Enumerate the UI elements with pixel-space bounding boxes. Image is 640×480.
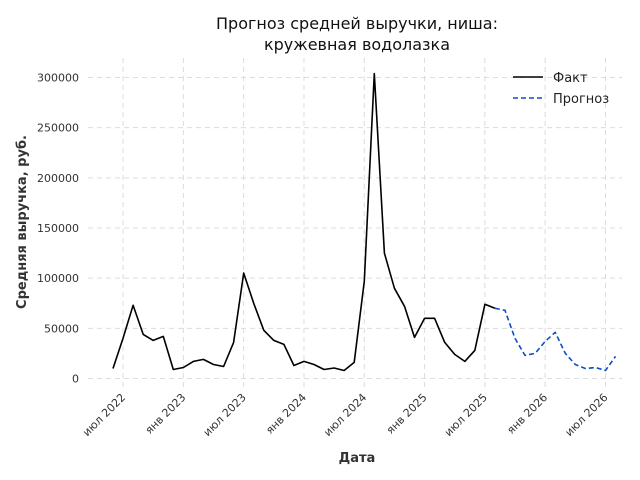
grid: [88, 58, 622, 388]
x-tick-label: июл 2024: [321, 391, 369, 439]
x-tick-label: июл 2023: [201, 391, 249, 439]
x-tick-label: янв 2025: [384, 391, 430, 437]
x-tick-label: янв 2024: [263, 391, 309, 437]
y-tick-label: 250000: [37, 122, 79, 135]
chart-title-line-2: кружевная водолазка: [264, 35, 450, 54]
y-tick-label: 50000: [44, 322, 79, 335]
x-tick-label: июл 2026: [563, 391, 611, 439]
y-tick-label: 150000: [37, 222, 79, 235]
y-tick-label: 100000: [37, 272, 79, 285]
x-tick-label: янв 2023: [143, 391, 189, 437]
x-axis-ticks: июл 2022 янв 2023 июл 2023 янв 2024 июл 2024…: [80, 391, 610, 439]
x-tick-label: июл 2022: [80, 391, 128, 439]
y-axis-ticks: 0 50000 100000 150000 200000 250000 300000: [37, 72, 79, 386]
x-tick-label: янв 2026: [504, 391, 550, 437]
series-lines: [112, 72, 617, 372]
x-axis-title: Дата: [339, 451, 376, 466]
legend: Факт Прогноз: [513, 71, 609, 107]
legend-label-fact: Факт: [553, 71, 588, 86]
series-line-fact: [112, 72, 496, 372]
series-line-forecast: [494, 307, 617, 372]
y-tick-label: 200000: [37, 172, 79, 185]
legend-label-forecast: Прогноз: [553, 92, 609, 107]
chart-title-line-1: Прогноз средней выручки, ниша:: [216, 14, 498, 33]
y-tick-label: 0: [72, 373, 79, 386]
y-axis-title: Средняя выручка, руб.: [15, 135, 30, 309]
x-tick-label: июл 2025: [442, 391, 490, 439]
y-tick-label: 300000: [37, 72, 79, 85]
